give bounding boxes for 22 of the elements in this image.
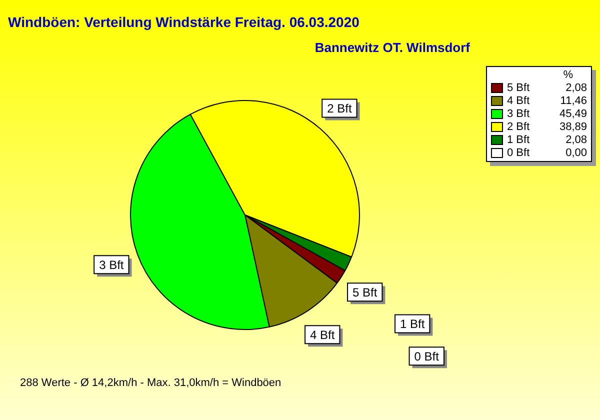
text: 0,00	[566, 146, 587, 158]
data-label: 45,49	[559, 108, 587, 120]
data-label: 11,46	[560, 94, 587, 106]
data-label: 38,89	[559, 120, 587, 132]
chart-title: Windböen: Verteilung Windstärke Freitag. 06.03.2020	[8, 14, 360, 30]
category-label: 0 Bft	[414, 349, 439, 364]
slice-label: 5 Bft	[352, 285, 378, 300]
legend-label: 2 Bft	[507, 120, 531, 132]
data-label: 2,08	[566, 82, 587, 94]
legend-title: %	[562, 69, 574, 81]
slice-label: 3 Bft	[99, 258, 124, 272]
chart-subtitle: Bannewitz OT. Wilmsdorf	[314, 40, 470, 55]
slice-label: 2 Bft	[327, 102, 352, 116]
legend-label: 3 Bft	[507, 108, 531, 120]
text: 288 Werte - Ø 14,2km/h - Max. 31,0km/h = Windböen	[20, 377, 282, 389]
category-label: 1 Bft	[400, 317, 425, 332]
slice-label: 4 Bft	[310, 328, 336, 342]
legend-label: 1 Bft	[507, 134, 531, 146]
legend-label: 4 Bft	[507, 94, 531, 106]
legend-label: 5 Bft	[507, 82, 531, 94]
data-label: 2,08	[566, 134, 587, 146]
legend-label: 0 Bft	[507, 146, 531, 158]
